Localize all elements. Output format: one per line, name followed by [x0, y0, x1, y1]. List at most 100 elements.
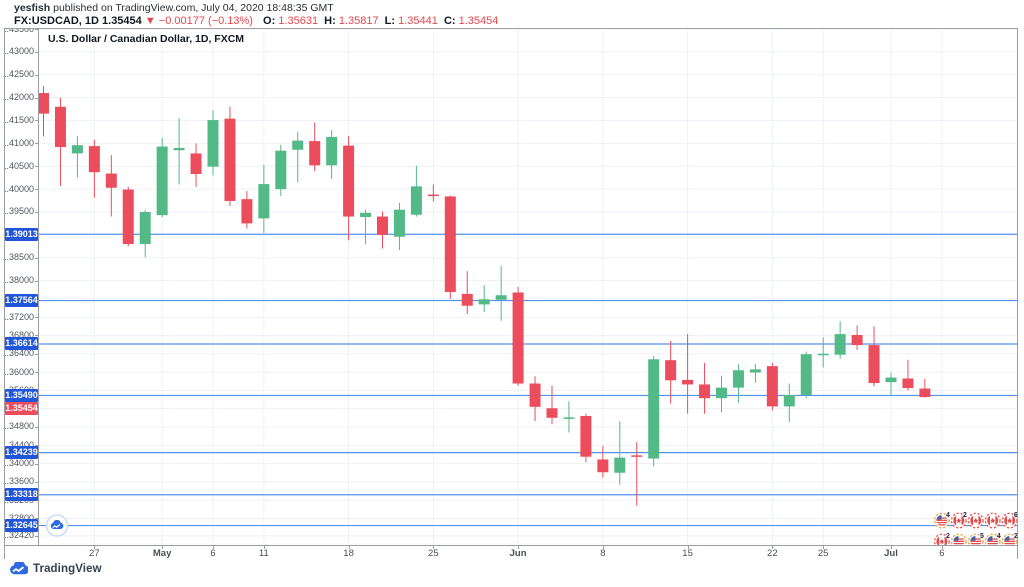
- price-axis-tick: [35, 166, 38, 168]
- price-axis-tick: [35, 257, 38, 259]
- time-axis[interactable]: 27 May 6 11 18 25 Jun 8 15 22 25 Jul 6: [5, 545, 1017, 559]
- price-level-lines: [39, 233, 1017, 527]
- event-count: 4: [997, 533, 1001, 540]
- candle: [54, 97, 66, 186]
- time-axis-label: May: [152, 548, 172, 559]
- candle: [326, 130, 338, 180]
- candle: [71, 136, 83, 178]
- candle: [665, 340, 677, 404]
- event-count: 2: [963, 512, 967, 519]
- candle: [597, 445, 609, 478]
- time-axis-label: Jul: [884, 548, 898, 559]
- time-axis-tick: [263, 546, 265, 549]
- price-axis-tick: [35, 29, 38, 30]
- economic-event-icon[interactable]: [967, 512, 984, 529]
- price-axis-label: 1.33600: [5, 476, 34, 487]
- candle: [461, 270, 473, 314]
- candle: [393, 202, 405, 250]
- candle: [410, 165, 422, 217]
- close-value: 1.35454: [458, 15, 499, 27]
- candle: [190, 143, 202, 187]
- time-axis-label: 25: [817, 548, 829, 559]
- symbol-label: FX:USDCAD, 1D: [14, 15, 99, 27]
- economic-event-icon[interactable]: 2: [1001, 533, 1017, 545]
- candle: [766, 362, 778, 411]
- time-axis-label: Jun: [509, 548, 527, 559]
- quote-line: FX:USDCAD, 1D 1.35454 ▼ −0.00177 (−0.13%…: [14, 15, 498, 28]
- candle: [868, 326, 880, 387]
- low-value: 1.35441: [398, 15, 438, 27]
- time-axis-tick: [213, 546, 214, 549]
- published-text: published on TradingView.com, July 04, 2…: [53, 2, 334, 14]
- candle: [529, 376, 541, 422]
- candle: [275, 144, 287, 196]
- chart-plot-area[interactable]: 4 2 6 2 5 4 2 U.S. Dollar / Canadian Dollar, 1…: [39, 29, 1017, 545]
- candle: [699, 362, 711, 414]
- candle: [817, 337, 829, 368]
- candle: [39, 86, 49, 137]
- price-axis-tick: [35, 535, 38, 537]
- candle: [224, 106, 236, 207]
- price-axis-tick: [35, 445, 38, 447]
- candle: [258, 164, 270, 234]
- price-axis-tick: [35, 426, 38, 428]
- candle: [546, 385, 558, 425]
- economic-event-icon[interactable]: 6: [1001, 512, 1017, 529]
- price-axis-tick: [35, 518, 38, 520]
- chart-title: U.S. Dollar / Canadian Dollar, 1D, FXCM: [46, 33, 247, 45]
- price-axis-label: 1.34400: [5, 439, 34, 450]
- candle: [478, 285, 490, 313]
- candle: [173, 118, 185, 185]
- price-level-badge: 1.35490: [5, 388, 38, 402]
- economic-event-icon[interactable]: 4: [984, 533, 1001, 545]
- publish-info-line: yesfish published on TradingView.com, Ju…: [14, 2, 498, 15]
- footer: TradingView: [9, 562, 102, 575]
- economic-event-icon[interactable]: 2: [933, 533, 951, 545]
- candle: [851, 325, 863, 351]
- time-axis-tick: [687, 546, 689, 549]
- canada-flag-icon: [970, 515, 982, 527]
- price-level-badge: 1.32645: [5, 519, 38, 533]
- price-axis-tick: [35, 120, 38, 122]
- time-axis-tick: [433, 546, 435, 549]
- candle: [139, 209, 151, 258]
- price-axis-tick: [35, 372, 38, 374]
- price-axis-label: 1.40500: [5, 160, 34, 171]
- candle: [834, 321, 846, 359]
- price-level-badge: 1.33318: [5, 488, 38, 502]
- price-axis-tick: [35, 481, 38, 483]
- candle: [309, 122, 321, 172]
- price-chart-svg[interactable]: 4 2 6 2 5 4 2: [39, 29, 1017, 545]
- time-axis-tick: [772, 546, 774, 549]
- tradingview-logo-icon[interactable]: [9, 562, 28, 575]
- time-axis-tick: [348, 546, 350, 549]
- price-axis-tick: [35, 463, 38, 465]
- high-value: 1.35817: [338, 15, 379, 27]
- last-price-badge: 1.35454: [5, 401, 38, 415]
- price-axis-label: 1.37200: [5, 311, 34, 322]
- us-flag-icon: [953, 536, 965, 545]
- economic-event-icon[interactable]: [984, 512, 1001, 529]
- candle: [105, 155, 117, 217]
- economic-event-icon[interactable]: 4: [933, 512, 951, 529]
- low-label: L:: [384, 15, 396, 27]
- price-axis[interactable]: 1.43500 1.43000 1.42500 1.42000 1.41500 1.410…: [5, 29, 39, 545]
- economic-event-icon[interactable]: [950, 533, 967, 545]
- time-axis-label: 25: [428, 548, 439, 559]
- price-axis-label: 1.42500: [5, 69, 34, 80]
- us-flag-icon: [987, 536, 999, 545]
- price-axis-tick: [35, 97, 38, 99]
- canada-flag-icon: [953, 515, 965, 527]
- economic-event-icon[interactable]: 5: [967, 533, 984, 545]
- price-axis-tick: [35, 189, 38, 191]
- time-axis-label: 22: [767, 548, 778, 559]
- price-axis-tick: [35, 211, 38, 213]
- author-name: yesfish: [14, 2, 51, 14]
- candle: [682, 334, 694, 414]
- candle: [919, 378, 931, 398]
- economic-event-icon[interactable]: 2: [950, 512, 968, 529]
- candle: [749, 363, 761, 384]
- footer-brand[interactable]: TradingView: [33, 562, 102, 575]
- time-axis-tick: [891, 546, 892, 549]
- candle: [716, 375, 727, 413]
